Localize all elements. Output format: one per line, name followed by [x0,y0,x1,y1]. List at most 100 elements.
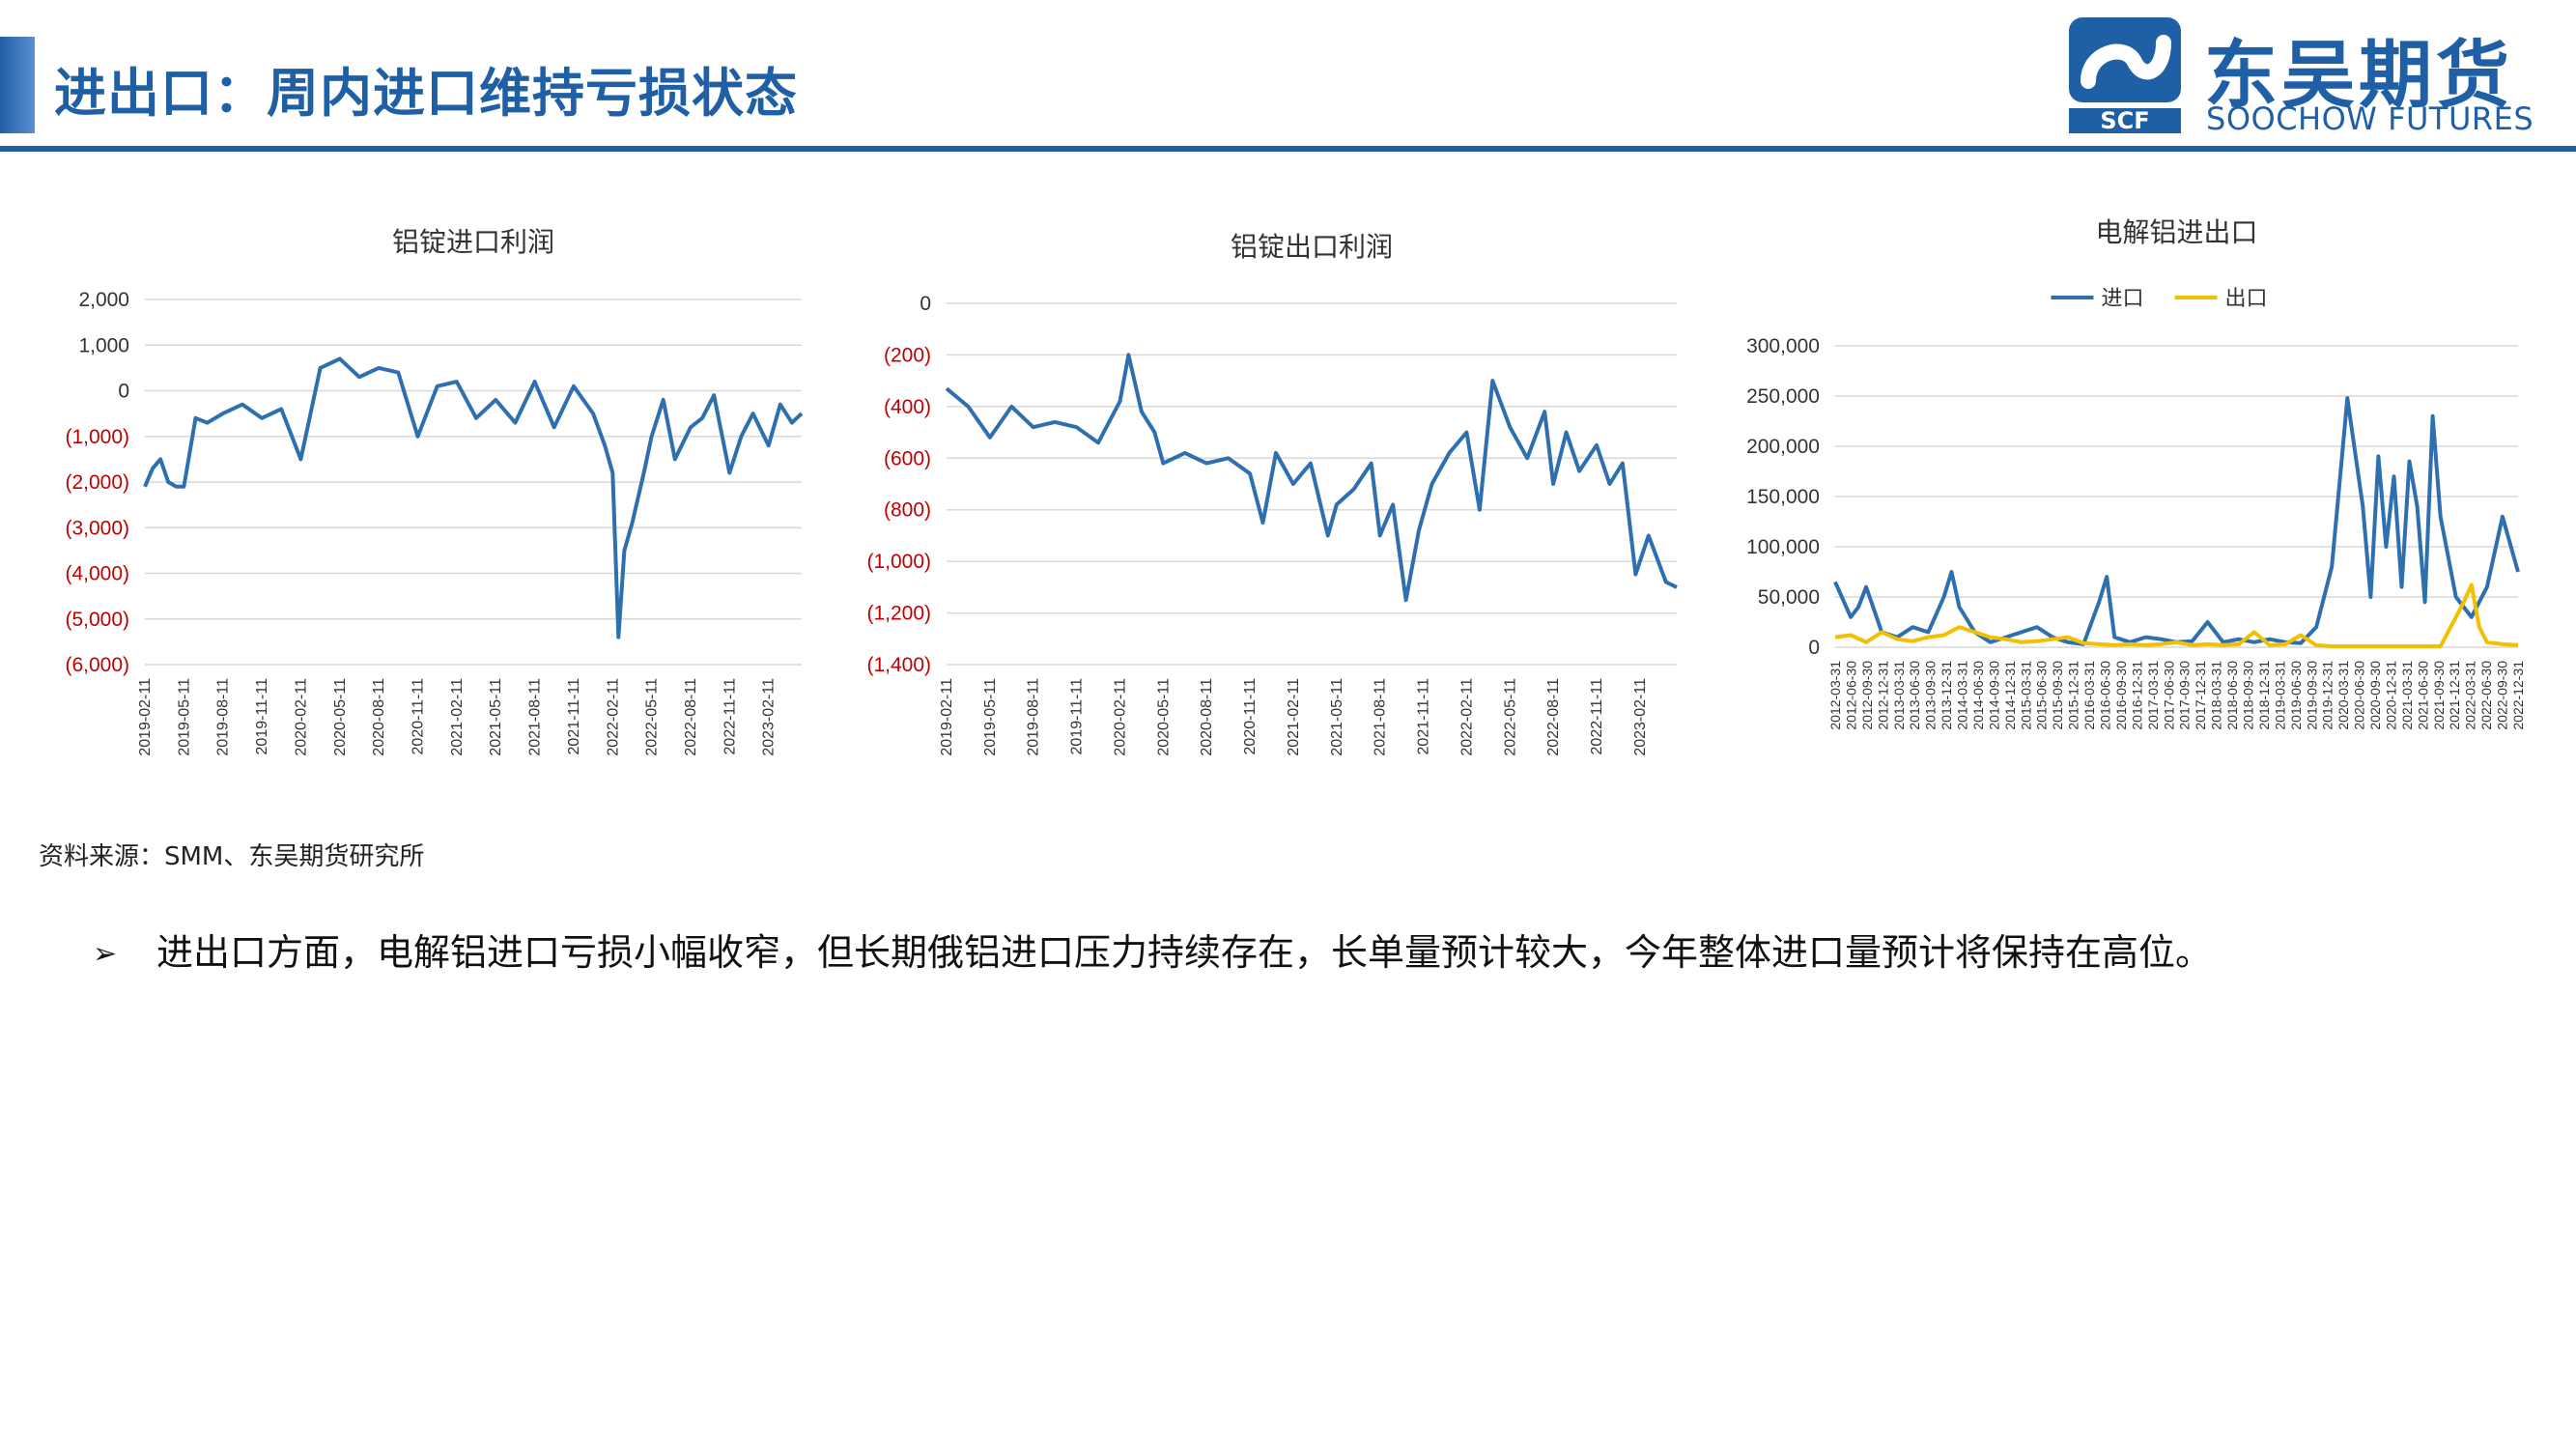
x-tick-label: 2021-11-11 [1416,678,1432,755]
x-tick-label: 2015-09-30 [2050,661,2065,730]
aluminum-trade-chart-svg: 电解铝进出口 0 50,000 100,000 150,000 200,000 250,00… [1746,217,2526,730]
x-tick-label: 2021-02-11 [449,678,466,756]
x-tick-label: 2020-09-30 [2367,661,2383,730]
x-tick-label: 2022-11-11 [1589,678,1605,755]
y-tick-label: (4,000) [65,563,129,585]
header-divider [0,146,2576,152]
series-line-1 [945,353,1678,603]
x-tick-label: 2019-06-30 [2288,661,2304,730]
x-tick-label: 2021-11-11 [566,678,582,755]
x-tick-label: 2022-08-11 [683,678,699,756]
x-tick-label: 2018-06-30 [2224,661,2240,730]
import-profit-chart: 铝锭进口利润 2,000 1,000 0 (1,000) (2,000) (3,000) (4… [39,203,831,792]
x-tick-label: 2020-08-11 [371,678,387,756]
y-tick-label: 250,000 [1746,385,1820,408]
x-tick-label: 2019-02-11 [939,678,955,756]
y-tick-label: 150,000 [1746,486,1820,508]
x-tick-label: 2013-12-31 [1939,661,1954,730]
export-profit-chart: 铝锭出口利润 0 (200) (400) (600) (800) (1,000) (1,200… [840,203,1690,792]
y-tick-label: 2,000 [78,289,129,311]
series-line-1 [143,356,804,639]
x-tick-label: 2018-03-31 [2209,661,2224,730]
x-tick-label: 2021-08-11 [1373,678,1389,756]
header-accent-bar [0,37,35,133]
x-tick-label: 2012-03-31 [1827,661,1843,730]
x-tick-label: 2022-02-11 [605,678,621,756]
y-tick-label: (600) [884,447,931,469]
y-tick-label: 0 [1808,637,1820,659]
logo-english-name: SOOCHOW FUTURES [2206,100,2534,137]
aluminum-trade-chart: 电解铝进出口 0 50,000 100,000 150,000 200,000 250,00… [1705,193,2555,773]
legend-label: 进口 [2102,286,2144,310]
y-tick-label: (200) [884,344,931,366]
x-tick-label: 2012-09-30 [1859,661,1875,730]
chart-title: 铝锭出口利润 [1231,232,1393,262]
arrow-bullet-icon: ➢ [93,937,118,971]
y-tick-label: (1,200) [866,603,931,625]
y-tick-label: 0 [920,293,931,315]
x-tick-label: 2013-09-30 [1923,661,1939,730]
x-tick-label: 2014-03-31 [1955,661,1970,730]
export-profit-chart-svg: 铝锭出口利润 0 (200) (400) (600) (800) (1,000) (1,200… [866,232,1678,756]
page-title: 进出口：周内进口维持亏损状态 [54,63,798,124]
x-tick-label: 2022-02-11 [1458,678,1475,756]
x-tick-label: 2020-02-11 [1112,678,1128,756]
chart-title: 铝锭进口利润 [392,227,554,257]
y-tick-label: (1,000) [65,426,129,448]
x-tick-label: 2020-08-11 [1199,678,1215,756]
x-tick-label: 2022-06-30 [2478,661,2494,730]
x-tick-label: 2019-09-30 [2304,661,2319,730]
x-tick-label: 2020-05-11 [332,678,349,756]
x-tick-label: 2016-06-30 [2098,661,2113,730]
x-tick-label: 2021-05-11 [1329,678,1345,756]
x-tick-label: 2020-06-30 [2352,661,2367,730]
x-tick-label: 2012-12-31 [1875,661,1890,730]
x-tick-label: 2020-12-31 [2383,661,2398,730]
y-tick-label: (400) [884,396,931,418]
x-tick-label: 2019-08-11 [1026,678,1042,756]
x-tick-label: 2018-09-30 [2240,661,2255,730]
x-tick-label: 2022-12-31 [2510,661,2526,730]
y-tick-label: (800) [884,499,931,522]
import-profit-chart-svg: 铝锭进口利润 2,000 1,000 0 (1,000) (2,000) (3,000) (4… [65,227,804,756]
x-tick-label: 2020-02-11 [293,678,309,756]
x-tick-label: 2015-12-31 [2066,661,2081,730]
y-tick-label: 0 [118,381,129,403]
x-tick-label: 2022-05-11 [644,678,661,756]
x-tick-label: 2023-02-11 [1632,678,1649,756]
x-tick-label: 2013-06-30 [1907,661,1922,730]
y-tick-label: (6,000) [65,654,129,676]
x-tick-label: 2015-03-31 [2018,661,2033,730]
x-tick-label: 2017-03-31 [2145,661,2161,730]
y-tick-label: 50,000 [1758,586,1820,609]
y-tick-label: 1,000 [78,334,129,356]
x-tick-label: 2022-09-30 [2495,661,2510,730]
x-tick-label: 2016-03-31 [2081,661,2097,730]
x-tick-label: 2014-09-30 [1986,661,2001,730]
x-tick-label: 2022-08-11 [1545,678,1562,756]
x-tick-label: 2023-02-11 [761,678,778,756]
series-line-2 [1834,582,2519,648]
chart-title: 电解铝进出口 [2095,217,2257,247]
x-tick-label: 2021-03-31 [2399,661,2415,730]
x-tick-label: 2019-12-31 [2320,661,2335,730]
x-tick-label: 2022-05-11 [1502,678,1518,756]
summary-bullet: ➢ 进出口方面，电解铝进口亏损小幅收窄，但长期俄铝进口压力持续存在，长单量预计较大… [93,923,2212,976]
x-tick-label: 2019-03-31 [2272,661,2287,730]
x-tick-label: 2019-05-11 [176,678,192,756]
scf-logo-icon: SCF [2069,17,2181,134]
x-tick-label: 2014-12-31 [2002,661,2018,730]
x-tick-label: 2014-06-30 [1970,661,1986,730]
series-line-1 [1833,396,2520,646]
x-tick-label: 2020-11-11 [1242,678,1259,755]
summary-text: 进出口方面，电解铝进口亏损小幅收窄，但长期俄铝进口压力持续存在，长单量预计较大，… [156,931,2213,974]
x-tick-label: 2021-05-11 [488,678,504,756]
x-tick-label: 2017-12-31 [2193,661,2208,730]
logo-mark-text: SCF [2100,107,2149,134]
x-tick-label: 2017-09-30 [2177,661,2193,730]
company-logo: SCF 东吴期货 SOOCHOW FUTURES [2067,14,2560,137]
x-tick-label: 2019-02-11 [137,678,154,756]
x-tick-label: 2017-06-30 [2161,661,2176,730]
x-tick-label: 2020-05-11 [1155,678,1172,756]
x-tick-label: 2020-11-11 [410,678,426,755]
